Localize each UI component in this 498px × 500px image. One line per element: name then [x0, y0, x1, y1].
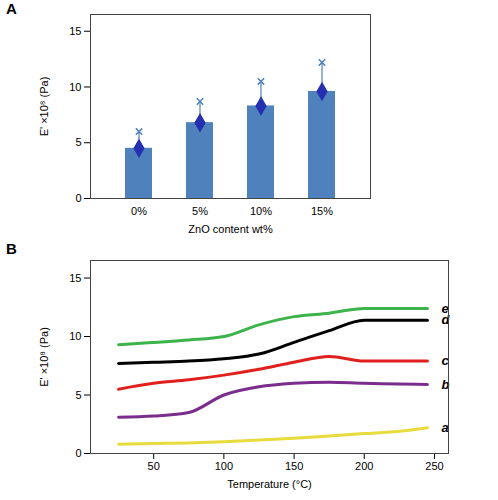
- svg-text:0: 0: [75, 192, 81, 204]
- svg-text:10: 10: [69, 81, 81, 93]
- svg-text:a: a: [441, 420, 448, 435]
- svg-text:Temperature (°C): Temperature (°C): [227, 478, 311, 490]
- svg-text:c: c: [441, 353, 449, 369]
- svg-text:150: 150: [285, 460, 303, 472]
- svg-text:10%: 10%: [250, 205, 272, 217]
- svg-text:10: 10: [69, 330, 81, 342]
- svg-text:5%: 5%: [192, 205, 208, 217]
- svg-text:5: 5: [75, 389, 81, 401]
- svg-text:15%: 15%: [311, 205, 333, 217]
- svg-text:d: d: [441, 312, 450, 328]
- svg-text:E' ×10⁸ (Pa): E' ×10⁸ (Pa): [38, 77, 50, 137]
- svg-text:0%: 0%: [131, 205, 147, 217]
- svg-text:50: 50: [148, 460, 160, 472]
- svg-text:15: 15: [69, 272, 81, 284]
- svg-text:250: 250: [425, 460, 443, 472]
- svg-text:e: e: [441, 301, 448, 316]
- svg-text:E' ×10⁸ (Pa): E' ×10⁸ (Pa): [38, 327, 50, 387]
- svg-text:5: 5: [75, 136, 81, 148]
- svg-text:b: b: [441, 376, 450, 392]
- html-text:B: B: [6, 240, 17, 257]
- svg-text:0: 0: [75, 447, 81, 459]
- svg-text:ZnO content wt%: ZnO content wt%: [188, 223, 273, 235]
- svg-text:100: 100: [215, 460, 233, 472]
- svg-text:15: 15: [69, 25, 81, 37]
- html-text:A: A: [6, 0, 17, 17]
- svg-text:200: 200: [355, 460, 373, 472]
